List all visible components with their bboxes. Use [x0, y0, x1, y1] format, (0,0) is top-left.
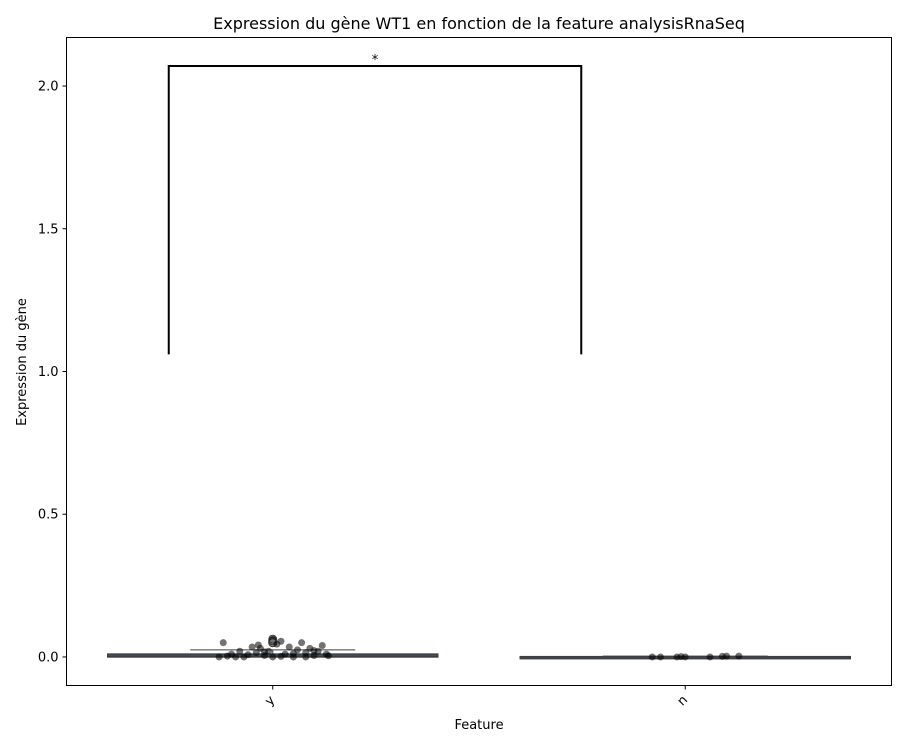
data-point-y — [219, 639, 227, 647]
significance-bracket: * — [167, 53, 583, 355]
y-tick-label: 0.5 — [38, 508, 59, 523]
data-point-y — [302, 653, 310, 661]
data-point-y — [289, 650, 297, 658]
data-point-y — [215, 653, 223, 661]
data-point-n — [735, 652, 743, 660]
y-tick-label: 1.5 — [38, 222, 59, 237]
data-point-y — [324, 652, 332, 660]
data-point-y — [285, 643, 293, 651]
significance-label: * — [372, 53, 379, 68]
data-point-y — [261, 648, 268, 656]
x-tick-label: n — [675, 693, 691, 709]
points — [215, 636, 743, 661]
x-tick-label: y — [262, 693, 278, 709]
data-point-n — [657, 653, 664, 661]
data-point-y — [269, 653, 277, 661]
y-axis: 0.0 0.5 1.0 1.5 2.0 — [38, 80, 67, 665]
plot-area — [66, 37, 892, 686]
x-axis-label: Feature — [454, 718, 503, 733]
chart-title: Expression du gène WT1 en fonction de la… — [213, 14, 745, 33]
y-tick-label: 2.0 — [38, 80, 59, 95]
y-tick-label: 0.0 — [38, 650, 59, 665]
data-point-y — [236, 647, 244, 655]
data-point-n — [681, 653, 689, 661]
data-point-n — [706, 653, 714, 661]
data-point-n — [648, 653, 656, 661]
data-point-y — [277, 652, 285, 660]
data-point-y — [248, 643, 256, 651]
data-point-y — [277, 637, 285, 645]
data-point-y — [254, 641, 262, 649]
data-point-y — [310, 647, 318, 655]
bracket-line — [167, 65, 583, 355]
y-axis-label: Expression du gène — [15, 298, 30, 426]
data-point-n — [723, 652, 730, 660]
y-tick-label: 1.0 — [38, 365, 59, 380]
data-point-y — [244, 651, 252, 659]
data-point-y — [232, 653, 240, 661]
data-point-y — [223, 652, 231, 660]
data-point-y — [318, 642, 326, 650]
data-point-y — [298, 639, 306, 647]
